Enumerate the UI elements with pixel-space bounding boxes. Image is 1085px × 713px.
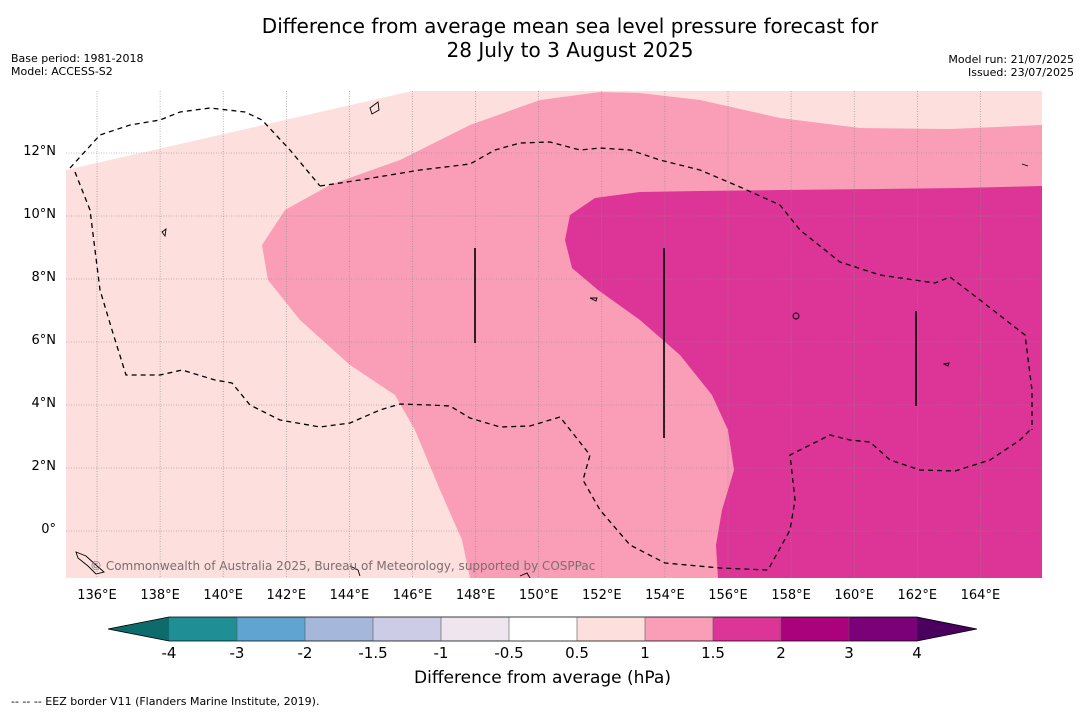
colorbar-segment <box>169 617 237 641</box>
longitude-tick-label: 150°E <box>518 588 559 603</box>
longitude-tick-label: 152°E <box>582 588 622 603</box>
longitude-tick-label: 140°E <box>203 588 243 603</box>
island-guam <box>369 101 380 115</box>
island-small-2 <box>519 572 531 578</box>
colorbar-segment <box>305 617 373 641</box>
colorbar-tick-label: -1 <box>433 644 449 662</box>
colorbar-segment <box>441 617 509 641</box>
colorbar <box>107 616 978 642</box>
colorbar-segment <box>781 617 849 641</box>
issued-text: Issued: 23/07/2025 <box>967 66 1074 79</box>
anomaly-region-1-5-to-2 <box>565 186 1042 578</box>
title-line-2: 28 July to 3 August 2025 <box>446 38 694 62</box>
longitude-tick-label: 148°E <box>455 588 496 603</box>
copyright-text: © Commonwealth of Australia 2025, Bureau… <box>90 559 596 573</box>
island-small-1 <box>589 297 598 302</box>
colorbar-tick-label: 0.5 <box>565 644 589 662</box>
colorbar-tick-label: 1 <box>640 644 650 662</box>
colorbar-tick-label: 1.5 <box>701 644 725 662</box>
eez-border-fsm-north <box>319 141 1033 430</box>
longitude-tick-label: 144°E <box>329 588 370 603</box>
colorbar-segment <box>237 617 305 641</box>
colorbar-tick-label: -0.5 <box>494 644 524 662</box>
colorbar-tick-label: -3 <box>229 644 245 662</box>
meta-right: Model run: 21/07/2025 Issued: 23/07/2025 <box>948 53 1074 79</box>
longitude-tick-label: 156°E <box>708 588 748 603</box>
colorbar-outline <box>107 616 978 642</box>
island-pohnpei <box>792 312 800 320</box>
island-new-guinea-north <box>75 551 105 575</box>
longitude-tick-label: 158°E <box>771 588 811 603</box>
longitude-tick-label: 136°E <box>77 588 117 603</box>
island-yap <box>161 227 167 238</box>
longitude-tick-label: 164°E <box>960 588 1001 603</box>
longitude-tick-label: 154°E <box>645 588 685 603</box>
latitude-tick-label: 2°N <box>31 459 57 474</box>
colorbar-segment <box>849 617 917 641</box>
colorbar-tick-label: -2 <box>297 644 313 662</box>
title-line-1: Difference from average mean sea level p… <box>261 14 879 38</box>
latitude-tick-label: 8°N <box>31 270 57 285</box>
eez-footnote: -- -- -- EEZ border V11 (Flanders Marine… <box>11 695 320 708</box>
latitude-tick-label: 4°N <box>31 396 57 411</box>
colorbar-tick-label: 2 <box>776 644 786 662</box>
meta-left: Base period: 1981-2018 Model: ACCESS-S2 <box>11 52 143 78</box>
islands <box>75 101 1029 578</box>
colorbar-tick-label: -4 <box>161 644 177 662</box>
island-small-5 <box>349 565 361 577</box>
model-text: Model: ACCESS-S2 <box>11 65 113 78</box>
latitude-tick-label: 0° <box>41 522 56 537</box>
longitude-tick-label: 162°E <box>897 588 938 603</box>
longitude-tick-label: 142°E <box>266 588 307 603</box>
colorbar-tick-label: 4 <box>912 644 922 662</box>
map-area <box>66 91 1042 578</box>
latitude-tick-label: 6°N <box>31 333 57 348</box>
colorbar-title: Difference from average (hPa) <box>414 668 671 688</box>
model-run-text: Model run: 21/07/2025 <box>948 53 1074 66</box>
colorbar-under-arrow <box>108 617 169 641</box>
longitude-tick-label: 160°E <box>834 588 874 603</box>
eez-borders <box>69 107 1033 571</box>
base-period-text: Base period: 1981-2018 <box>11 52 144 65</box>
longitude-tick-label: 146°E <box>392 588 433 603</box>
colorbar-segment <box>373 617 441 641</box>
colorbar-segment <box>509 617 577 641</box>
colorbar-tick-label: -1.5 <box>358 644 388 662</box>
island-small-4 <box>1021 163 1029 167</box>
eez-border-west <box>74 171 1031 571</box>
colorbar-over-arrow <box>917 617 977 641</box>
colorbar-segment <box>577 617 645 641</box>
marker-lines <box>474 248 917 438</box>
latitude-tick-label: 10°N <box>23 207 56 222</box>
latitude-tick-label: 12°N <box>23 144 56 159</box>
colorbar-segment <box>713 617 781 641</box>
map-title: Difference from average mean sea level p… <box>0 14 1085 62</box>
longitude-tick-label: 138°E <box>140 588 180 603</box>
colorbar-segment <box>645 617 713 641</box>
colorbar-tick-label: 3 <box>844 644 854 662</box>
island-small-3 <box>942 362 950 367</box>
